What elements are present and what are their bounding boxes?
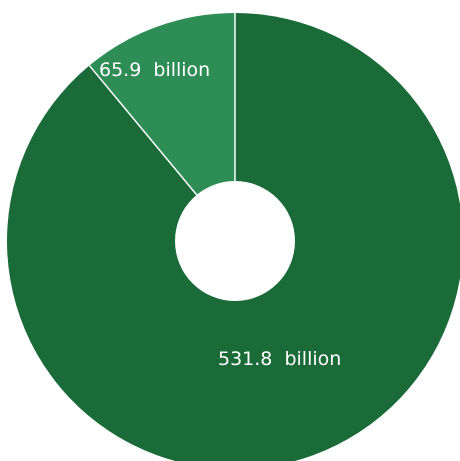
slices-layer [6, 13, 460, 461]
slice-label-small: 65.9 billion [99, 59, 210, 81]
slice-small [89, 13, 235, 241]
slice-large [6, 13, 460, 461]
donut-hole [175, 181, 295, 301]
slice-label-large: 531.8 billion [218, 348, 341, 370]
